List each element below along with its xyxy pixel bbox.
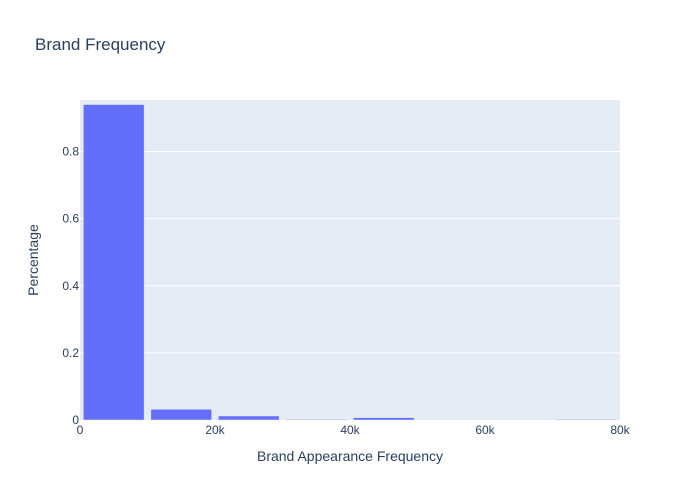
histogram-bar: [150, 409, 212, 421]
plot-area: [80, 100, 620, 420]
grid-lines: [80, 151, 620, 354]
histogram-bar: [285, 419, 347, 421]
histogram-bar: [353, 417, 415, 421]
x-tick-label: 40k: [340, 423, 360, 437]
y-tick-label: 0.2: [62, 346, 79, 360]
x-tick-label: 80k: [610, 423, 630, 437]
y-axis-ticks: 0 0.2 0.4 0.6 0.8: [62, 145, 79, 427]
x-tick-label: 20k: [205, 423, 225, 437]
y-tick-label: 0.8: [62, 145, 79, 159]
y-axis-title: Percentage: [25, 224, 41, 296]
x-tick-label: 0: [77, 423, 84, 437]
histogram-bar: [218, 415, 280, 421]
x-axis-ticks: 0 20k 40k 60k 80k: [77, 423, 631, 437]
chart-title: Brand Frequency: [35, 35, 166, 54]
histogram-bars: [83, 104, 617, 421]
histogram-bar: [555, 419, 617, 421]
x-axis-title: Brand Appearance Frequency: [257, 448, 443, 464]
histogram-bar: [83, 104, 145, 421]
y-tick-label: 0: [72, 413, 79, 427]
y-tick-label: 0.4: [62, 279, 79, 293]
y-tick-label: 0.6: [62, 212, 79, 226]
x-tick-label: 60k: [475, 423, 495, 437]
